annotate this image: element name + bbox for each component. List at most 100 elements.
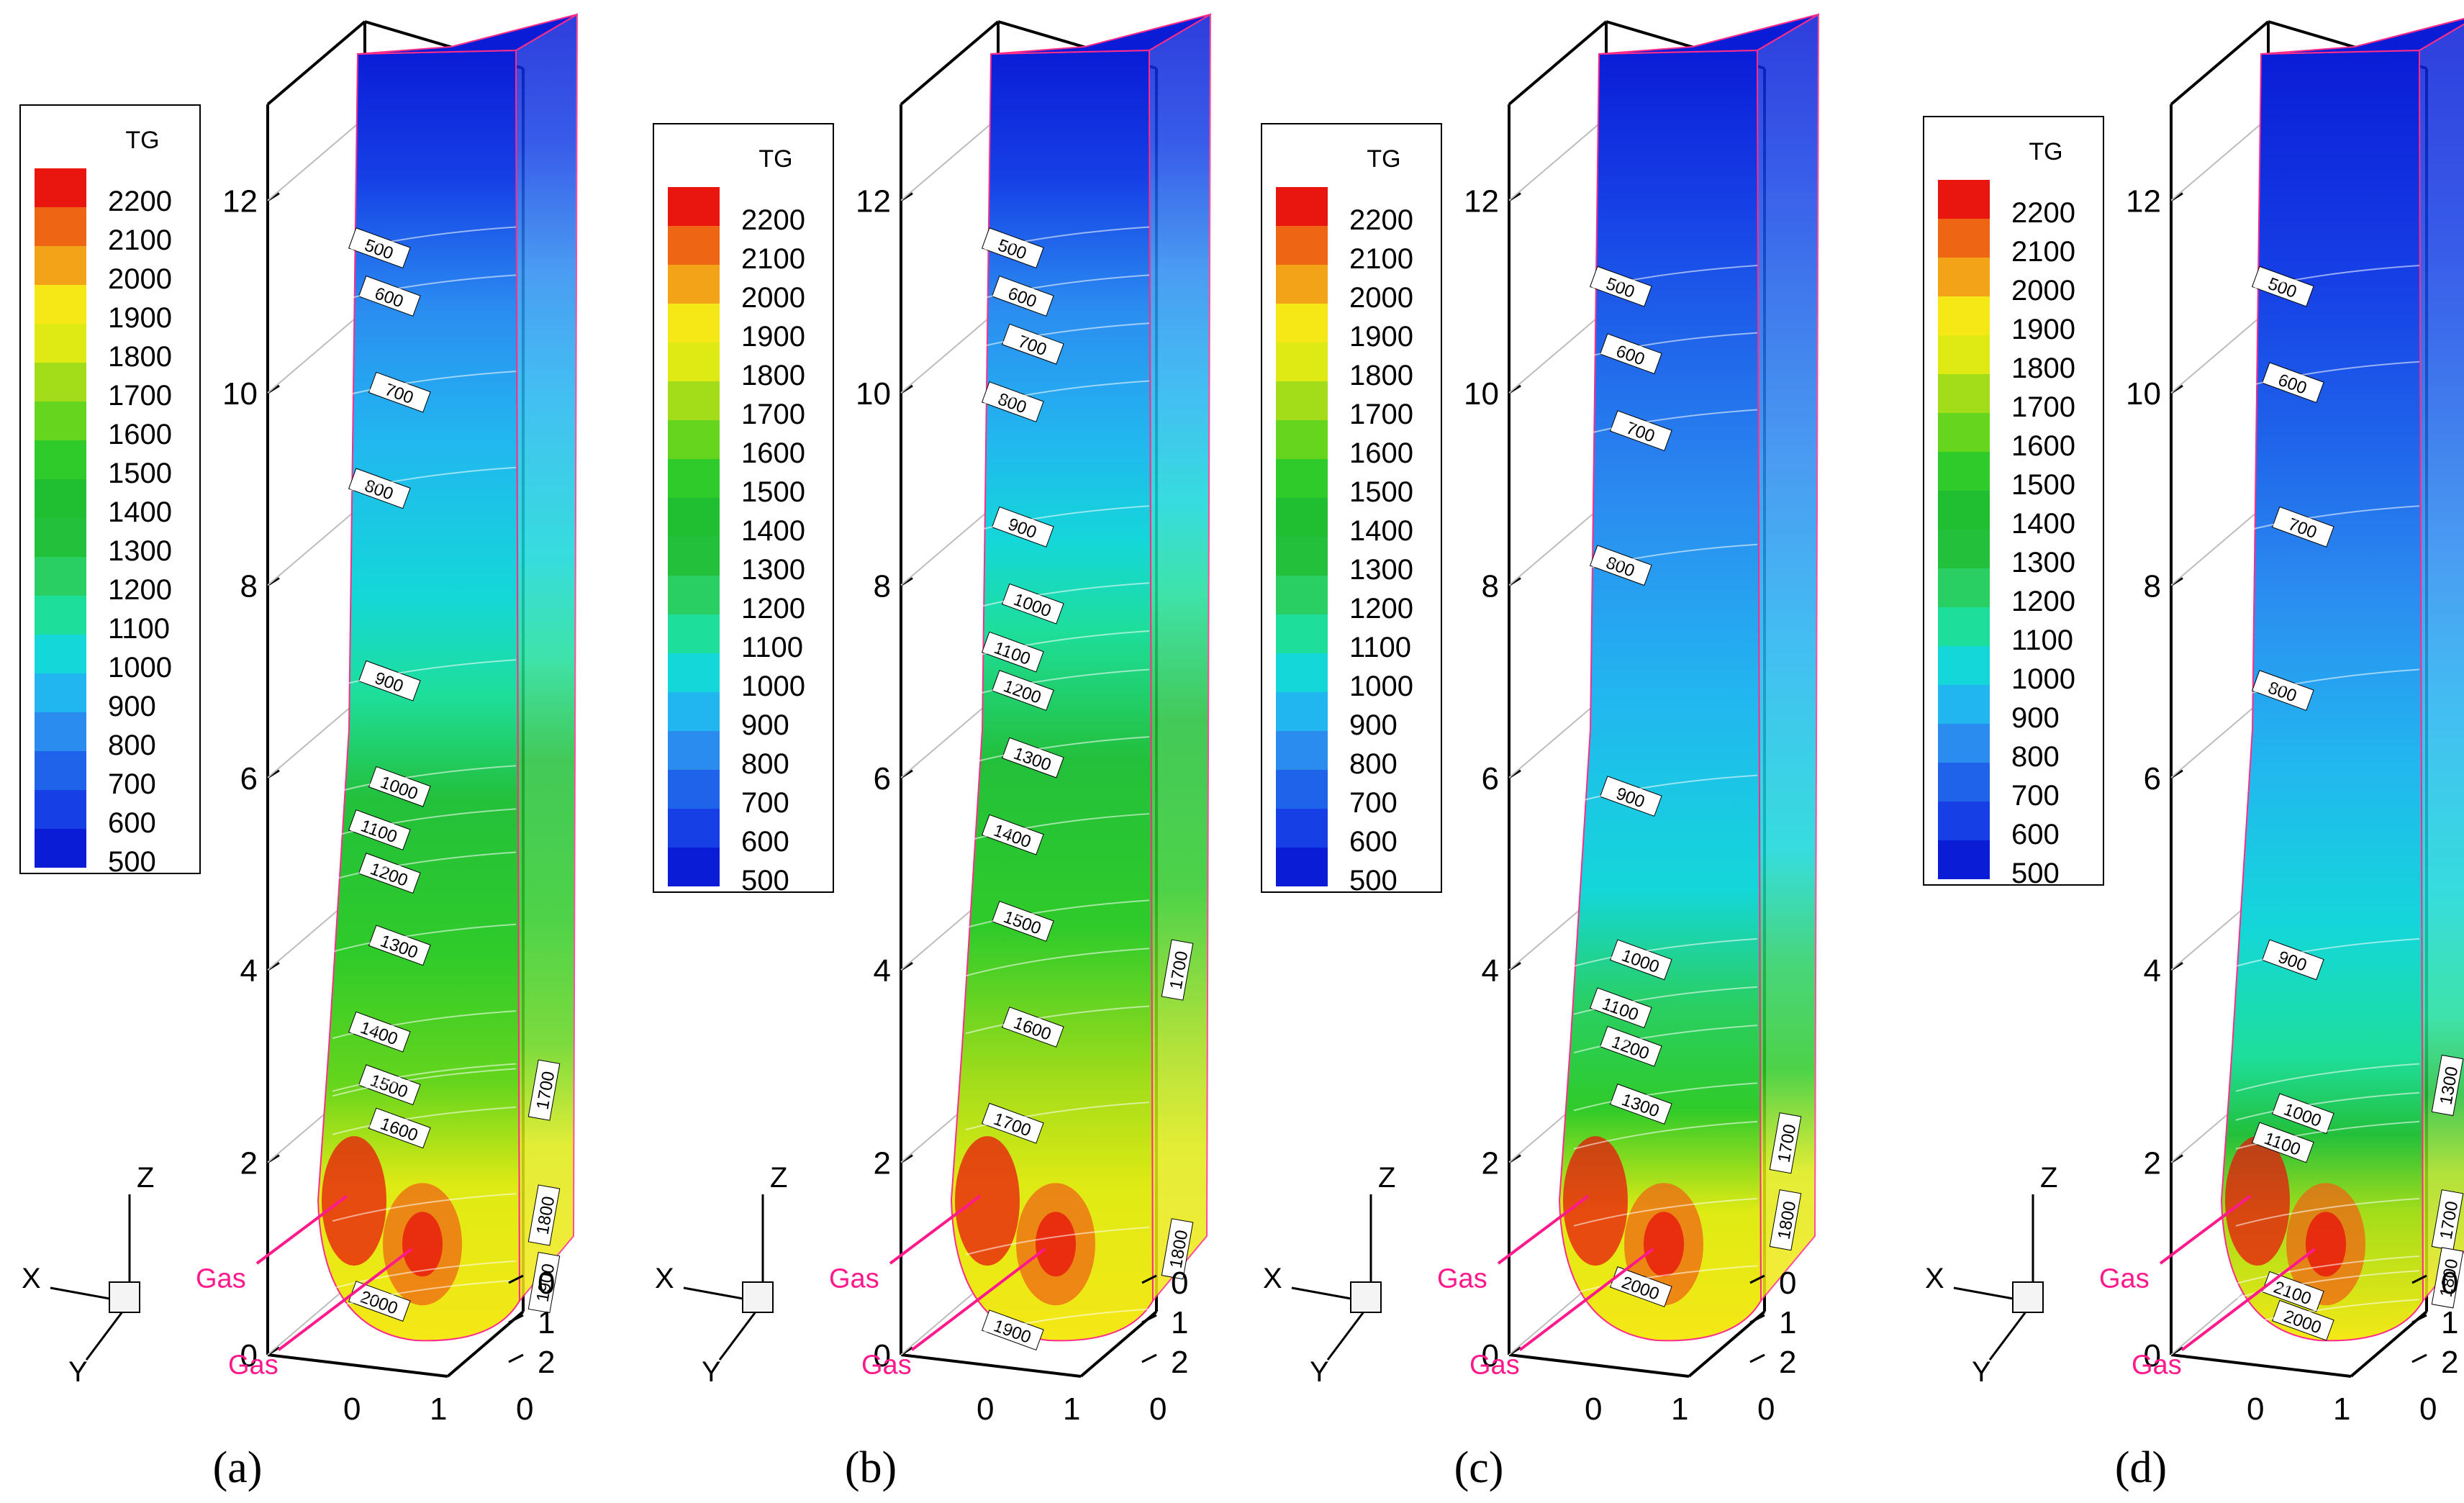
contour-line-1400 — [332, 1010, 517, 1040]
legend-label-2000: 2000 — [1349, 282, 1413, 314]
contour-label-box — [2261, 1271, 2324, 1312]
legend-label-1200: 1200 — [2011, 586, 2075, 617]
legend-swatch-2100 — [1276, 226, 1328, 265]
contour-label-box — [527, 1184, 561, 1246]
legend-label-1400: 1400 — [741, 515, 805, 547]
contour-label-box — [2261, 362, 2324, 404]
z-grid-10 — [2170, 309, 2269, 394]
legend-swatch-1900 — [35, 285, 86, 324]
legend-swatch-600 — [1276, 809, 1328, 848]
gas-pointer-1 — [255, 1194, 348, 1265]
contour-label-1700: 1700 — [2431, 1189, 2464, 1251]
y-tick-label-2: 2 — [2441, 1345, 2458, 1380]
contour-label-box — [1001, 323, 1064, 365]
legend-swatch-1100 — [1276, 614, 1328, 653]
contour-label-box — [1769, 1112, 1802, 1174]
z-grid-10 — [267, 309, 366, 394]
legend-swatch-700 — [1276, 770, 1328, 809]
contour-label-box — [2271, 506, 2334, 548]
legend-swatch-600 — [35, 790, 86, 829]
panel-caption-d: (d) — [2115, 1443, 2167, 1492]
legend-label-700: 700 — [1349, 787, 1398, 819]
legend-swatch-1100 — [1938, 607, 1990, 646]
legend-label-1100: 1100 — [108, 613, 170, 645]
legend-label-2100: 2100 — [741, 243, 805, 275]
legend-label-1400: 1400 — [1349, 515, 1413, 547]
z-tick-label-0: 0 — [874, 1338, 891, 1373]
contour-label-box — [2251, 265, 2314, 307]
legend-label-1100: 1100 — [1349, 632, 1411, 663]
legend-label-1300: 1300 — [741, 554, 805, 586]
legend-swatch-1900 — [1276, 304, 1328, 342]
legend-swatch-500 — [668, 848, 720, 886]
panel-b: TG22002100200019001800170016001500140013… — [653, 13, 1212, 1492]
legend-swatch-2200 — [668, 187, 720, 226]
contour-label-1700: 1700 — [1161, 939, 1194, 1001]
z-grid-8 — [900, 501, 999, 586]
legend-swatch-700 — [35, 751, 86, 790]
legend-swatch-1300 — [668, 537, 720, 576]
contour-line-1800 — [332, 1193, 517, 1222]
contour-label-box — [991, 901, 1054, 942]
legend-swatch-800 — [35, 712, 86, 751]
legend-label-1800: 1800 — [2011, 353, 2075, 384]
y-tick-0 — [1141, 1274, 1157, 1284]
legend-swatch-1300 — [1938, 530, 1990, 568]
contour-label-1800: 1800 — [1161, 1218, 1194, 1280]
legend-label-600: 600 — [108, 807, 156, 839]
z-grid-8 — [267, 501, 366, 586]
axis-frame-line — [1508, 20, 1608, 106]
y-tick-label-1: 1 — [2441, 1305, 2458, 1340]
contour-line-600 — [332, 274, 517, 304]
z-tick-label-2: 2 — [874, 1146, 891, 1181]
legend-label-900: 900 — [2011, 702, 2060, 734]
contour-label-box — [1001, 1007, 1064, 1048]
axis-frame-line — [900, 1353, 1082, 1378]
legend-label-900: 900 — [108, 691, 156, 722]
contour-line-900 — [332, 659, 517, 689]
panel-d: TG22002100200019001800170016001500140013… — [1923, 17, 2464, 1492]
contour-line-1000 — [2235, 1091, 2420, 1121]
furnace-shaft — [950, 49, 1154, 1342]
y-tick-label-0: 0 — [2441, 1266, 2458, 1301]
triad-cube — [2012, 1281, 2044, 1313]
x-tick-label-1: 1 — [1063, 1391, 1080, 1427]
legend-label-1100: 1100 — [2011, 625, 2073, 656]
furnace-top-cap — [990, 14, 1211, 55]
legend-swatch-1100 — [668, 614, 720, 653]
legend-label-2200: 2200 — [108, 186, 172, 217]
legend-swatch-600 — [1938, 802, 1990, 840]
legend-label-1000: 1000 — [2011, 663, 2075, 695]
y-tick-1 — [1141, 1314, 1157, 1324]
contour-label-box — [2261, 939, 2324, 981]
triad-cube — [109, 1281, 140, 1313]
y-tick-label-1: 1 — [538, 1305, 555, 1340]
contour-line-600 — [2235, 360, 2420, 390]
contour-label-box — [348, 809, 411, 850]
legend-swatch-1500 — [1276, 459, 1328, 498]
legend-label-1200: 1200 — [741, 593, 805, 625]
y-tick-label-2: 2 — [538, 1345, 555, 1380]
legend-swatch-2200 — [1938, 180, 1990, 219]
contour-line-700 — [2235, 505, 2420, 535]
contour-line-1200 — [1573, 1025, 1758, 1054]
legend-label-2100: 2100 — [1349, 243, 1413, 275]
contour-label-box — [358, 1064, 421, 1106]
legend-swatch-1700 — [668, 381, 720, 420]
contour-label-box — [1769, 1189, 1802, 1251]
x-tick-label-2: 0 — [1585, 1391, 1602, 1427]
contour-label-box — [2431, 1247, 2464, 1309]
contour-line-2000 — [2235, 1299, 2420, 1328]
hot-zone-core — [402, 1212, 443, 1277]
z-tick-label-0: 0 — [2144, 1338, 2161, 1373]
legend-label-1100: 1100 — [741, 632, 803, 663]
legend-swatch-1700 — [35, 363, 86, 401]
contour-label-box — [2251, 1122, 2314, 1163]
contour-label-box — [981, 1309, 1044, 1351]
z-grid-10 — [900, 309, 999, 394]
legend-swatch-1800 — [1276, 342, 1328, 381]
x-tick-label-2: 0 — [343, 1391, 361, 1427]
contour-label-700: 700 — [1001, 323, 1064, 365]
legend-swatch-1400 — [1938, 491, 1990, 530]
